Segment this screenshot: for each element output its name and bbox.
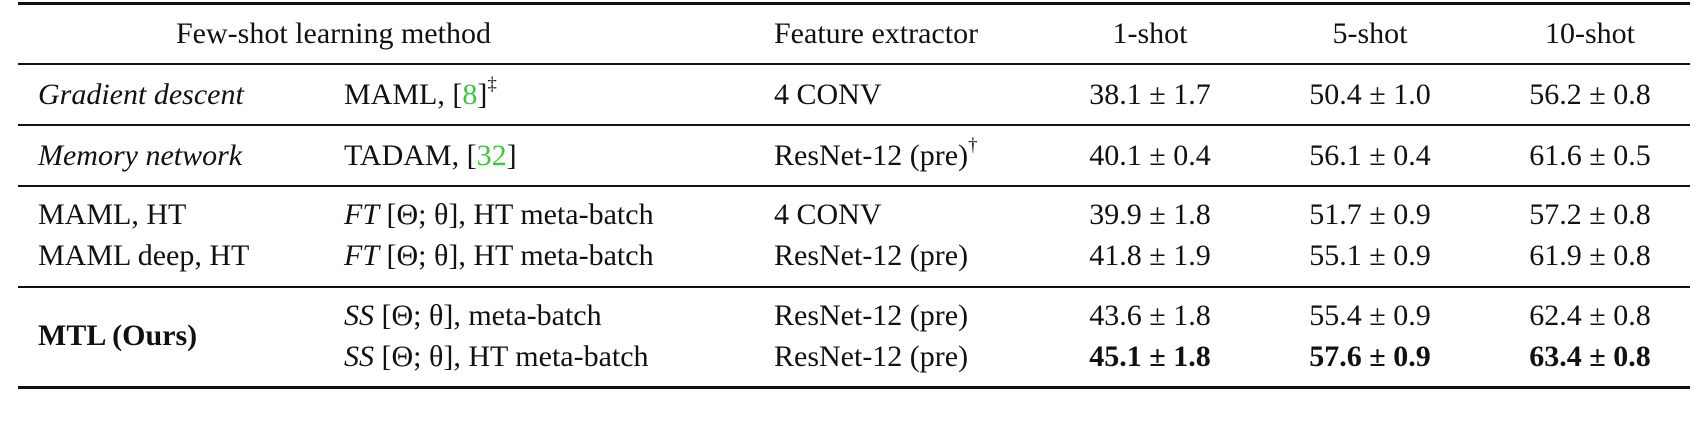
citation: [8] — [452, 78, 488, 111]
row-5-shot: 50.4 ± 1.0 — [1309, 78, 1431, 111]
row-group-label: Gradient descent — [38, 78, 244, 111]
header-feature-extractor: Feature extractor — [774, 17, 979, 50]
method-name: [Θ; θ], meta-batch — [381, 299, 602, 332]
row-5-shot: 55.1 ± 0.9 — [1309, 239, 1431, 272]
row-10-shot: 56.2 ± 0.8 — [1529, 78, 1651, 111]
row-feature-extractor: ResNet-12 (pre) — [774, 340, 969, 373]
row-1-shot: 41.8 ± 1.9 — [1089, 239, 1211, 272]
method-prefix: FT — [344, 198, 380, 231]
row-1-shot: 39.9 ± 1.8 — [1089, 198, 1211, 231]
row-rule-1 — [18, 124, 1690, 126]
row-1-shot: 43.6 ± 1.8 — [1089, 299, 1211, 332]
method-name: [Θ; θ], HT meta-batch — [386, 198, 654, 231]
method-prefix: SS — [344, 340, 374, 373]
row-10-shot: 61.9 ± 0.8 — [1529, 239, 1651, 272]
method-name: TADAM, — [344, 139, 460, 172]
row-1-shot: 38.1 ± 1.7 — [1089, 78, 1211, 111]
row-method: FT [Θ; θ], HT meta-batch — [344, 197, 654, 233]
citation-number[interactable]: 8 — [462, 78, 478, 111]
header-rule — [18, 63, 1690, 65]
row-rule-3 — [18, 286, 1690, 288]
row-method: MAML, [8]‡ — [344, 74, 497, 113]
row-group-label: MAML, HT — [38, 198, 187, 231]
row-group-label: MTL (Ours) — [38, 319, 198, 352]
method-name: [Θ; θ], HT meta-batch — [381, 340, 649, 373]
header-method: Few-shot learning method — [176, 17, 491, 50]
row-feature-extractor: ResNet-12 (pre)† — [774, 135, 978, 174]
row-feature-extractor: ResNet-12 (pre) — [774, 239, 969, 272]
method-name: MAML, — [344, 78, 445, 111]
row-method: SS [Θ; θ], meta-batch — [344, 298, 602, 334]
bottom-rule — [18, 386, 1690, 389]
footnote-mark: ‡ — [487, 74, 497, 95]
row-10-shot: 57.2 ± 0.8 — [1529, 198, 1651, 231]
row-10-shot-best: 63.4 ± 0.8 — [1529, 340, 1651, 373]
row-5-shot: 55.4 ± 0.9 — [1309, 299, 1431, 332]
header-10-shot: 10-shot — [1545, 17, 1635, 50]
row-feature-extractor: 4 CONV — [774, 78, 882, 111]
feature-extractor-name: ResNet-12 (pre) — [774, 139, 969, 172]
row-method: SS [Θ; θ], HT meta-batch — [344, 339, 649, 375]
top-rule — [18, 2, 1690, 5]
footnote-mark: † — [968, 135, 978, 156]
method-prefix: FT — [344, 239, 380, 272]
row-1-shot: 40.1 ± 0.4 — [1089, 139, 1211, 172]
row-rule-2 — [18, 185, 1690, 187]
row-feature-extractor: ResNet-12 (pre) — [774, 299, 969, 332]
row-method: TADAM, [32] — [344, 138, 517, 174]
method-name: [Θ; θ], HT meta-batch — [386, 239, 654, 272]
row-5-shot: 56.1 ± 0.4 — [1309, 139, 1431, 172]
row-5-shot-best: 57.6 ± 0.9 — [1309, 340, 1431, 373]
citation-number[interactable]: 32 — [476, 139, 507, 172]
row-5-shot: 51.7 ± 0.9 — [1309, 198, 1431, 231]
row-1-shot-best: 45.1 ± 1.8 — [1089, 340, 1211, 373]
row-10-shot: 61.6 ± 0.5 — [1529, 139, 1651, 172]
header-5-shot: 5-shot — [1332, 17, 1408, 50]
method-prefix: SS — [344, 299, 374, 332]
row-feature-extractor: 4 CONV — [774, 198, 882, 231]
row-10-shot: 62.4 ± 0.8 — [1529, 299, 1651, 332]
row-group-label: MAML deep, HT — [38, 239, 250, 272]
row-group-label: Memory network — [38, 139, 243, 172]
row-method: FT [Θ; θ], HT meta-batch — [344, 238, 654, 274]
citation: [32] — [466, 139, 517, 172]
header-1-shot: 1-shot — [1112, 17, 1188, 50]
